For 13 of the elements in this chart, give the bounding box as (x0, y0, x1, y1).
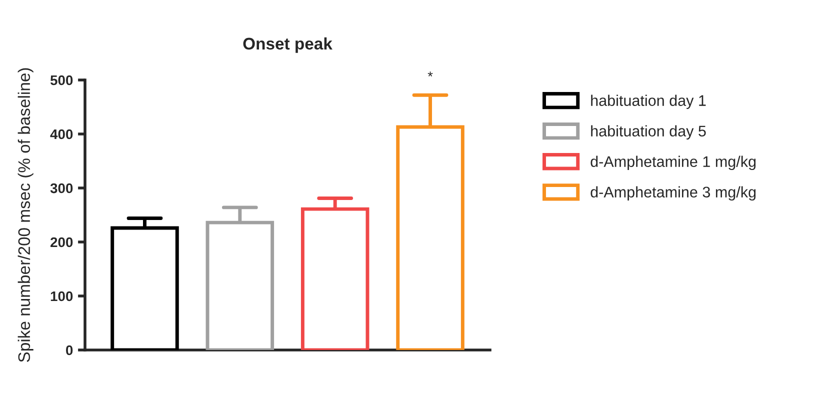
y-tick-label: 300 (50, 183, 73, 194)
legend-label: d-Amphetamine 3 mg/kg (590, 186, 756, 201)
y-tick-label: 500 (50, 75, 73, 86)
legend-label: habituation day 5 (591, 125, 706, 140)
text: * (428, 72, 433, 76)
legend-label: habituation day 1 (591, 94, 706, 109)
chart-title: Onset peak (243, 37, 332, 53)
y-tick-label: 100 (50, 291, 73, 302)
y-tick-label: 400 (50, 129, 73, 140)
y-tick-label: 200 (50, 237, 73, 248)
y-tick-label: 0 (66, 345, 73, 356)
legend-label: d-Amphetamine 1 mg/kg (590, 156, 756, 170)
y-axis-title: Spike number/200 msec (% of baseline) (18, 68, 34, 362)
